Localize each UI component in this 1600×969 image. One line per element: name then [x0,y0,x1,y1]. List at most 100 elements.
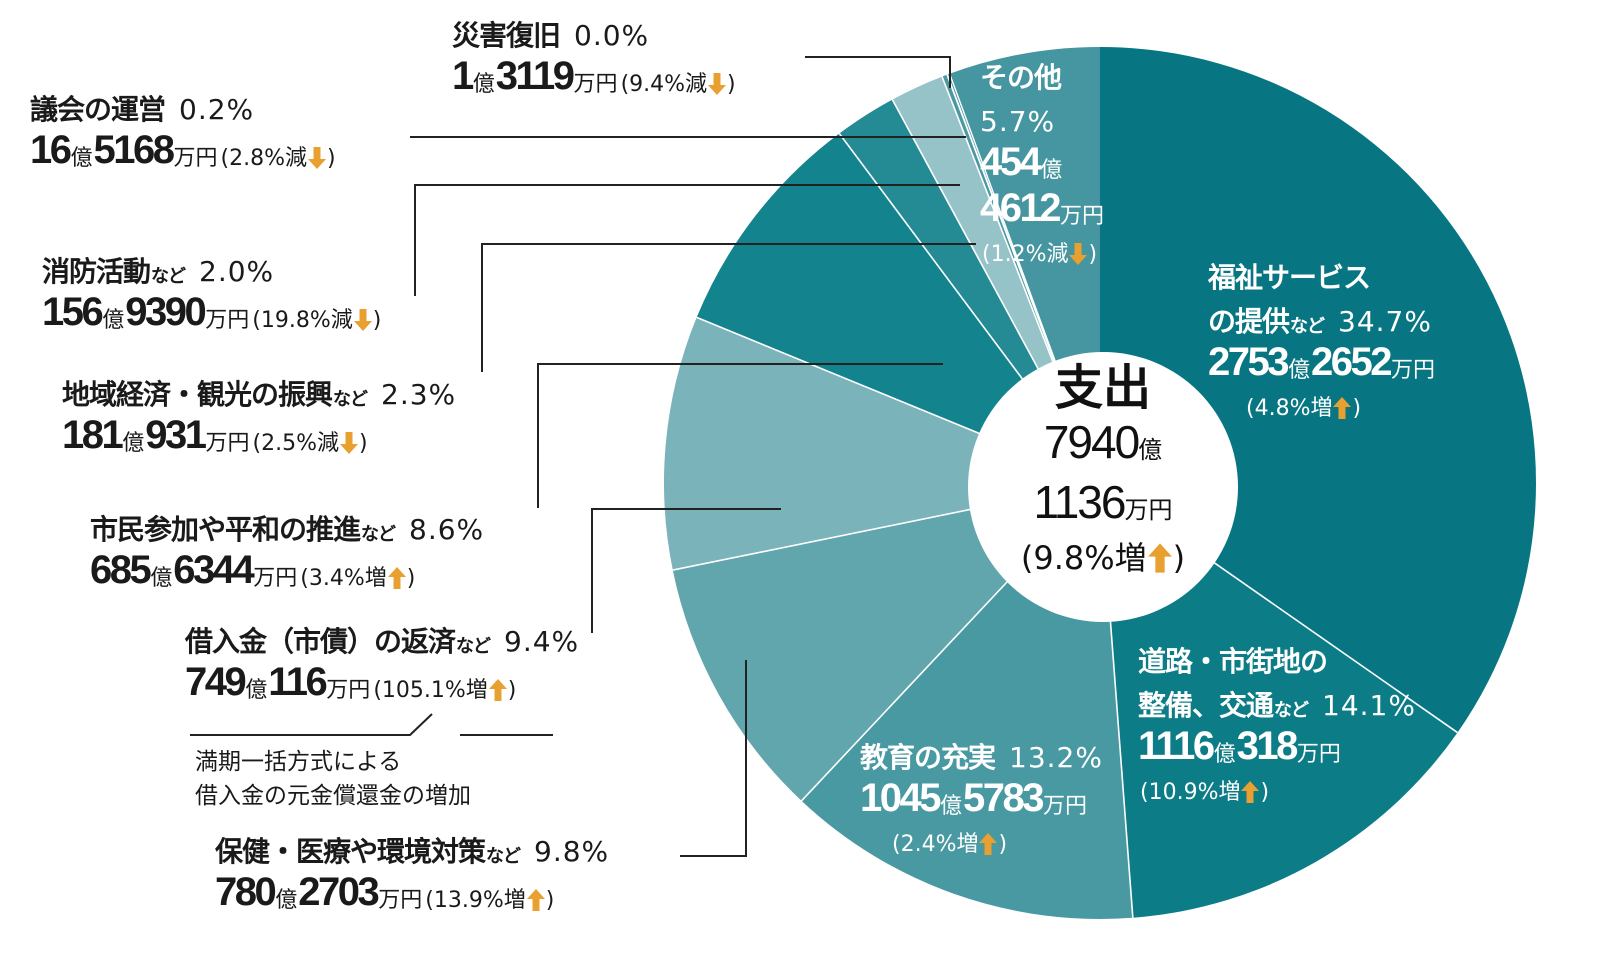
arrow-down-icon [708,73,727,95]
slice-percent: 5.7% [980,105,1056,138]
man-unit: 万円 [1124,496,1173,524]
center-title: 支出 [1054,360,1151,416]
center-oku-number: 7940 [1043,416,1140,468]
slice-change-line: (2.4%増) [860,818,1103,856]
amount-oku: 1116 [1138,724,1215,768]
slice-amount: 1045 億 5783 万円 [860,772,1103,818]
amount-man: 6344 [173,548,254,592]
slice-name-text: 保健・医療や環境対策 [215,835,486,868]
arrow-down-icon [353,309,372,331]
slice-name: 道路・市街地の [1138,632,1416,676]
man-unit: 万円 [326,678,371,703]
amount-man: 2703 [298,870,379,914]
arrow-down-icon [308,147,326,169]
amount-man: 5783 [963,776,1044,820]
slice-name-suffix: など [486,846,521,867]
change-rate: (2.8%減) [220,146,336,171]
slice-name: 借入金（市債）の返済 など 9.4% [185,612,579,656]
center-man-number: 1136 [1033,476,1127,528]
man-unit: 万円 [573,72,618,97]
arrow-down-icon [340,432,359,454]
leader-line [481,243,976,372]
slice-amount: 16 億 5168 万円 (2.8%減) [30,124,336,170]
slice-name-text: 消防活動 [42,255,151,288]
amount-oku: 156 [42,290,104,334]
slice-name: 地域経済・観光の振興 など 2.3% [62,365,456,409]
slice-name: その他 [980,48,1105,92]
slice-percent: 2.0% [199,255,275,288]
slice-change-line: (1.2%減) [980,228,1105,266]
slice-label: 議会の運営 0.2% 16 億 5168 万円 (2.8%減) [30,80,336,171]
slice-amount: 685 億 6344 万円 (3.4%増) [90,544,484,590]
oku-unit: 億 [70,146,93,171]
change-rate: (105.1%増) [373,678,517,703]
man-unit: 万円 [378,888,423,913]
arrow-down-icon [1069,243,1088,265]
oku-unit: 億 [275,888,298,913]
leader-line [414,184,960,296]
amount-oku: 1045 [860,776,941,820]
change-rate: (13.9%増) [425,888,555,913]
slice-name-text: の提供 [1208,305,1290,338]
arrow-up-icon [387,567,406,589]
arrow-up-icon [979,833,998,855]
slice-name-text: 災害復旧 [452,19,561,52]
amount-man: 931 [145,413,207,457]
oku-unit: 億 [1040,158,1063,183]
slice-name: 教育の充実 13.2% [860,728,1103,772]
slice-name-text: 市民参加や平和の推進 [90,513,361,546]
oku-unit: 億 [150,566,173,591]
arrow-up-icon [526,889,545,911]
center-man: 1136万円 [968,476,1238,536]
borrowing-note: 満期一括方式による 借入金の元金償還金の増加 [195,745,471,813]
amount-man: 116 [268,660,328,704]
center-change: (9.8%増) [1020,539,1186,577]
slice-amount-man: 4612 万円 [980,182,1105,228]
slice-name-suffix: など [333,389,368,410]
slice-amount: 749 億 116 万円 (105.1%増) [185,656,579,702]
man-unit: 万円 [205,308,250,333]
amount-man: 5168 [93,128,175,172]
slice-name: 福祉サービス [1208,248,1436,292]
slice-name: 災害復旧 0.0% [452,6,736,50]
slice-percent: 2.3% [381,378,457,411]
slice-percent-line: 5.7% [980,92,1105,136]
man-unit: 万円 [173,146,218,171]
note-line-2: 借入金の元金償還金の増加 [195,783,471,809]
amount-oku: 749 [185,660,247,704]
amount-oku: 780 [215,870,277,914]
arrow-up-icon [1333,397,1352,419]
pie-slice [1100,483,1458,918]
amount-man: 318 [1236,724,1299,768]
slice-label: 借入金（市債）の返済 など 9.4% 749 億 116 万円 (105.1%増) [185,612,579,703]
note-line-1: 満期一括方式による [195,749,402,775]
slice-percent: 9.4% [504,625,580,658]
slice-name-text: 議会の運営 [30,93,166,126]
arrow-up-icon [1241,781,1260,803]
man-unit: 万円 [253,566,298,591]
slice-amount: 1 億 3119 万円 (9.4%減) [452,50,736,96]
amount-oku: 16 [30,128,72,172]
donut-hole [968,352,1238,622]
man-unit: 万円 [1296,742,1341,767]
amount-oku: 454 [980,140,1042,184]
slice-label: 消防活動 など 2.0% 156 億 9390 万円 (19.8%減) [42,242,382,334]
pie-slice [696,133,1100,484]
slice-amount: 780 億 2703 万円 (13.9%増) [215,866,609,912]
amount-oku: 1 [452,54,474,98]
change-rate: (1.2%減) [982,242,1098,267]
slice-amount-oku: 454 億 [980,136,1105,182]
slice-name: 市民参加や平和の推進 など 8.6% [90,500,484,544]
change-rate: (19.8%減) [252,308,382,333]
slice-amount: 2753 億 2652 万円 [1208,336,1436,382]
slice-name-text: その他 [980,61,1062,94]
amount-oku: 685 [90,548,152,592]
amount-man: 2652 [1311,340,1392,384]
slice-change-line: (10.9%増) [1138,766,1416,804]
slice-percent: 0.0% [574,19,650,52]
slice-name-suffix: など [456,636,491,657]
leader-line [805,56,951,88]
slice-percent: 14.1% [1322,689,1416,722]
man-unit: 万円 [1042,794,1087,819]
